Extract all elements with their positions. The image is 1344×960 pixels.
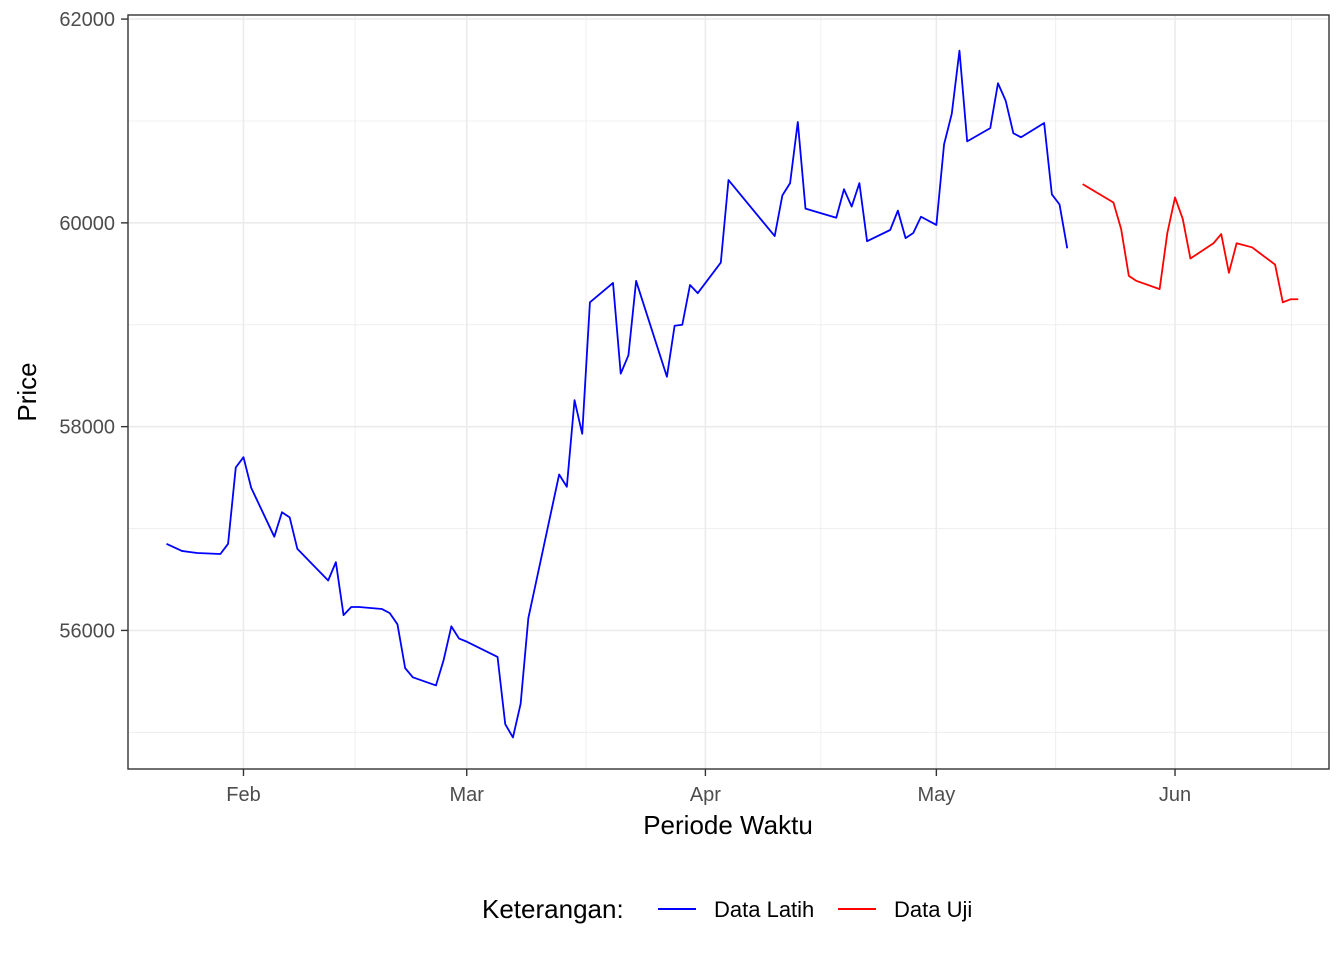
x-axis-title: Periode Waktu bbox=[643, 810, 813, 840]
legend-title: Keterangan: bbox=[482, 894, 624, 924]
major-gridlines bbox=[128, 15, 1329, 769]
y-tick-label: 62000 bbox=[59, 9, 115, 31]
x-tick-label: Apr bbox=[690, 784, 721, 806]
x-axis: Feb Mar Apr May Jun bbox=[226, 769, 1191, 806]
x-tick-label: Mar bbox=[450, 784, 485, 806]
minor-gridlines bbox=[128, 15, 1329, 769]
x-tick-label: Feb bbox=[226, 784, 260, 806]
plot-panel bbox=[128, 15, 1329, 769]
y-tick-label: 58000 bbox=[59, 417, 115, 439]
series-layer bbox=[166, 49, 1299, 739]
legend-label-data-latih: Data Latih bbox=[714, 897, 814, 922]
x-tick-label: Jun bbox=[1159, 784, 1191, 806]
x-tick-label: May bbox=[917, 784, 955, 806]
plot-border bbox=[127, 14, 1330, 770]
y-tick-label: 60000 bbox=[59, 213, 115, 235]
y-tick-label: 56000 bbox=[59, 620, 115, 642]
series-line-data-uji bbox=[1082, 183, 1299, 304]
y-axis-title: Price bbox=[12, 362, 42, 421]
legend: Keterangan: Data Latih Data Uji bbox=[482, 894, 972, 924]
legend-label-data-uji: Data Uji bbox=[894, 897, 972, 922]
y-axis: 56000 58000 60000 62000 bbox=[59, 9, 128, 642]
series-line-data-latih bbox=[166, 49, 1069, 739]
